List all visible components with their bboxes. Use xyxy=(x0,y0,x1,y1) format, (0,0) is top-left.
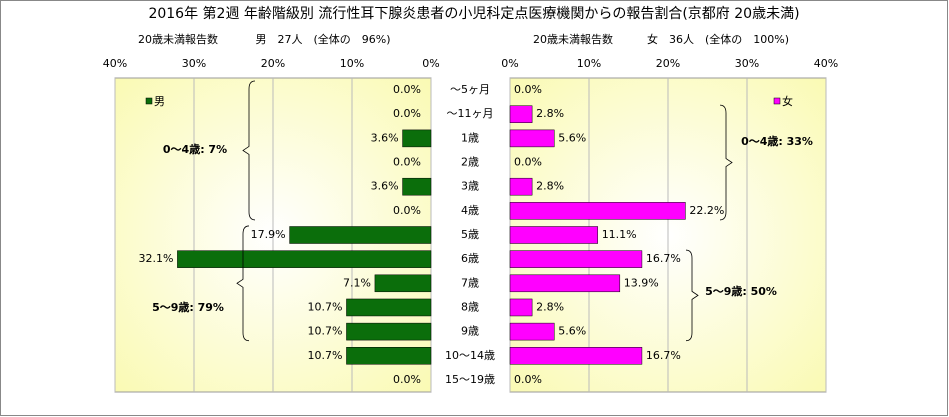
value-label: 3.6% xyxy=(371,180,399,193)
value-label: 0.0% xyxy=(393,107,421,120)
value-label: 22.2% xyxy=(689,204,724,217)
value-label: 0.0% xyxy=(393,156,421,169)
category-label: 6歳 xyxy=(461,252,479,265)
legend-swatch xyxy=(145,97,153,105)
bar xyxy=(509,105,533,123)
bracket xyxy=(719,104,733,221)
x-tick-label: 40% xyxy=(103,57,127,70)
value-label: 0.0% xyxy=(393,83,421,96)
bar xyxy=(509,129,555,148)
value-label: 0.0% xyxy=(514,373,542,386)
bar xyxy=(509,322,555,341)
value-label: 0.0% xyxy=(393,204,421,217)
annotation: 5～9歳: 50% xyxy=(705,284,777,298)
x-tick-label: 0% xyxy=(422,57,439,70)
subtitle: 20歳未満報告数 xyxy=(533,33,613,46)
value-label: 32.1% xyxy=(138,252,173,265)
category-label: 7歳 xyxy=(461,276,479,289)
value-label: 10.7% xyxy=(308,349,343,362)
bar xyxy=(509,298,533,317)
category-label: 4歳 xyxy=(461,204,479,217)
category-label: 5歳 xyxy=(461,228,479,241)
value-label: 16.7% xyxy=(646,252,681,265)
value-label: 16.7% xyxy=(646,349,681,362)
value-label: 2.8% xyxy=(536,107,564,120)
x-tick-label: 10% xyxy=(577,57,601,70)
bracket xyxy=(236,225,250,342)
bar xyxy=(509,347,643,365)
legend-swatch xyxy=(773,97,781,105)
value-label: 17.9% xyxy=(251,228,286,241)
value-label: 2.8% xyxy=(536,180,564,193)
bar xyxy=(346,347,432,365)
bar xyxy=(346,322,432,341)
value-label: 10.7% xyxy=(308,300,343,313)
category-label: ～5ヶ月 xyxy=(450,83,490,96)
value-label: 5.6% xyxy=(558,131,586,144)
bar xyxy=(289,226,432,244)
x-tick-label: 10% xyxy=(340,57,364,70)
bar xyxy=(402,177,432,196)
value-label: 11.1% xyxy=(602,228,637,241)
bar xyxy=(509,226,598,244)
value-label: 0.0% xyxy=(514,83,542,96)
x-tick-label: 30% xyxy=(735,57,759,70)
legend-label: 女 xyxy=(782,94,793,108)
count-label: 女 36人 (全体の 100%) xyxy=(647,32,789,46)
bar xyxy=(509,177,533,196)
chart-title: 2016年 第2週 年齢階級別 流行性耳下腺炎患者の小児科定点医療機関からの報告… xyxy=(148,5,799,22)
value-label: 2.8% xyxy=(536,300,564,313)
bar xyxy=(374,274,432,293)
x-tick-label: 40% xyxy=(814,57,838,70)
x-tick-label: 20% xyxy=(261,57,285,70)
value-label: 0.0% xyxy=(514,156,542,169)
subtitle: 20歳未満報告数 xyxy=(138,33,218,46)
bar xyxy=(509,202,686,220)
bar xyxy=(509,274,621,293)
count-label: 男 27人 (全体の 96%) xyxy=(255,32,390,46)
bar xyxy=(402,129,432,148)
category-label: 10～14歳 xyxy=(445,349,495,362)
bracket xyxy=(242,80,256,221)
category-label: 8歳 xyxy=(461,300,479,313)
value-label: 5.6% xyxy=(558,325,586,338)
x-tick-label: 20% xyxy=(656,57,680,70)
annotation: 0～4歳: 7% xyxy=(163,142,227,156)
category-label: 15～19歳 xyxy=(445,373,495,386)
category-label: 2歳 xyxy=(461,156,479,169)
value-label: 13.9% xyxy=(624,276,659,289)
x-tick-label: 0% xyxy=(501,57,518,70)
category-label: 9歳 xyxy=(461,325,479,338)
x-tick-label: 30% xyxy=(182,57,206,70)
annotation: 5～9歳: 79% xyxy=(152,300,224,314)
value-label: 10.7% xyxy=(308,325,343,338)
value-label: 3.6% xyxy=(371,131,399,144)
category-label: ～11ヶ月 xyxy=(447,107,494,120)
annotation: 0～4歳: 33% xyxy=(741,134,813,148)
legend-label: 男 xyxy=(154,95,165,108)
bar xyxy=(177,250,432,268)
category-label: 3歳 xyxy=(461,180,479,193)
bar xyxy=(346,298,432,317)
category-label: 1歳 xyxy=(461,131,479,144)
value-label: 7.1% xyxy=(343,276,371,289)
bar xyxy=(509,250,643,268)
bracket xyxy=(685,249,699,342)
value-label: 0.0% xyxy=(393,373,421,386)
